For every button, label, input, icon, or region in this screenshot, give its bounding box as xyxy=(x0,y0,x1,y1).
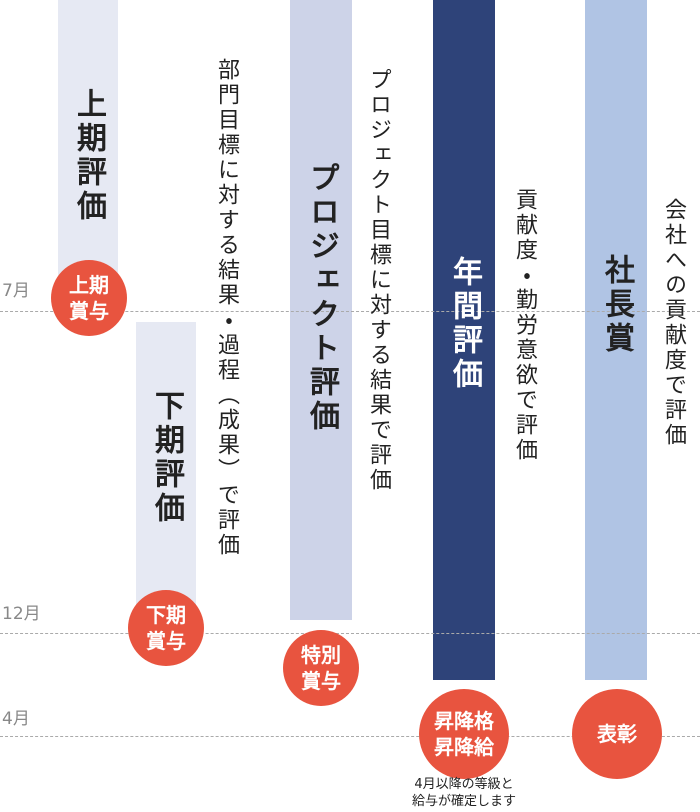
month-line xyxy=(0,633,700,634)
award-text: 昇降格 xyxy=(434,709,494,733)
award-badge: 下期 賞与 xyxy=(128,590,204,666)
column-title: 上期評価 xyxy=(71,88,106,224)
award-badge: 上期 賞与 xyxy=(51,260,127,336)
note-line: 給与が確定します xyxy=(411,794,517,809)
month-label: 7月 xyxy=(2,281,30,301)
award-badge: 特別 賞与 xyxy=(283,630,359,706)
award-text: 賞与 xyxy=(146,629,186,653)
award-badge: 昇降格 昇降給 xyxy=(419,689,509,779)
description: 部門目標に対する結果・過程（成果）で評価 xyxy=(214,58,239,558)
bar xyxy=(585,0,647,680)
month-line xyxy=(0,736,700,737)
description: プロジェクト目標に対する結果で評価 xyxy=(366,68,391,493)
month-label: 4月 xyxy=(2,709,30,729)
column-title: 年間評価 xyxy=(447,256,482,392)
award-text: 賞与 xyxy=(301,669,341,693)
award-text: 下期 xyxy=(146,603,186,627)
column-title: 下期評価 xyxy=(149,390,184,526)
award-text: 表彰 xyxy=(597,722,637,746)
award-text: 賞与 xyxy=(69,299,109,323)
bar xyxy=(58,0,118,300)
note-line: 4月以降の等級と xyxy=(414,777,514,792)
description: 会社への貢献度で評価 xyxy=(661,198,686,448)
award-text: 特別 xyxy=(301,643,341,667)
award-badge: 表彰 xyxy=(572,689,662,779)
month-label: 12月 xyxy=(2,604,41,624)
column-title: プロジェクト評価 xyxy=(304,162,339,434)
note: 4月以降の等級と 給与が確定します xyxy=(412,776,516,810)
bar xyxy=(136,322,196,612)
description: 貢献度・勤労意欲で評価 xyxy=(512,188,537,463)
column-title: 社長賞 xyxy=(599,254,634,356)
bar xyxy=(290,0,352,620)
bar xyxy=(433,0,495,680)
month-line xyxy=(0,311,700,312)
award-text: 昇降給 xyxy=(434,735,494,759)
award-text: 上期 xyxy=(69,273,109,297)
